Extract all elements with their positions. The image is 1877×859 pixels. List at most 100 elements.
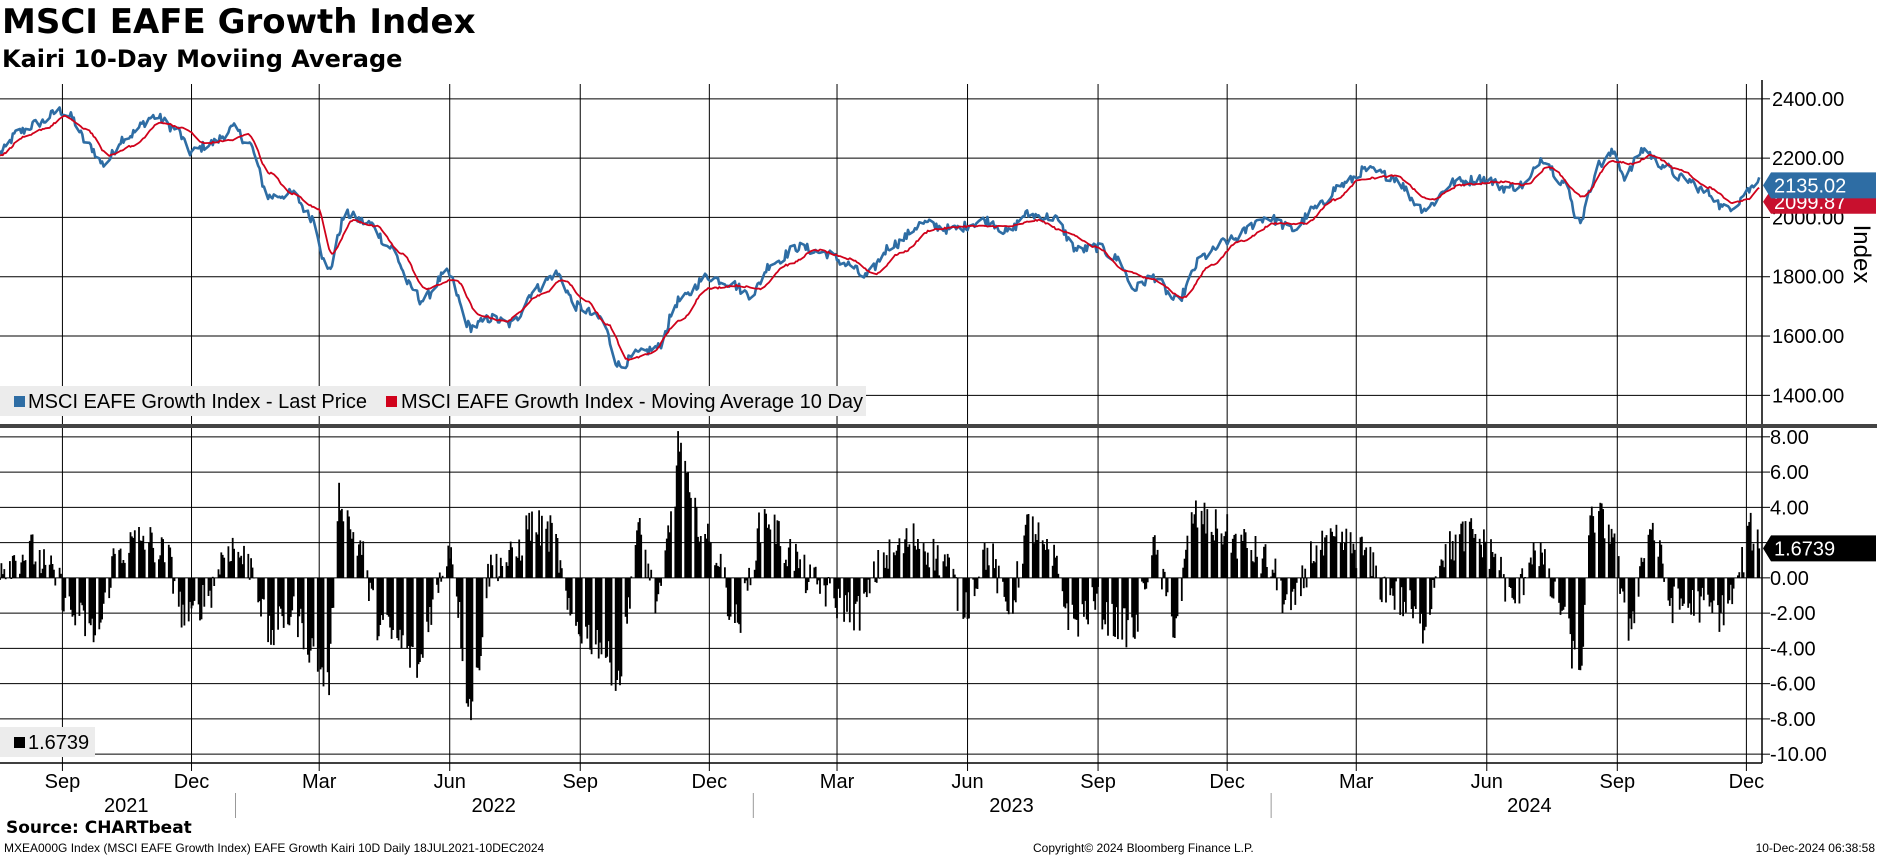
kairi-bar [824,577,827,607]
kairi-bar [1074,577,1077,620]
kairi-bar [297,577,299,638]
kairi-bar [1657,556,1660,578]
kairi-bar [668,532,671,578]
kairi-bar [497,577,499,582]
footer-description: MXEA000G Index (MSCI EAFE Growth Index) … [4,841,545,855]
kairi-bar [1571,577,1573,669]
kairi-bar [60,573,62,578]
kairi-bar [64,577,67,598]
kairi-bar [480,577,482,656]
kairi-bar [768,524,770,578]
kairi-bar [72,577,75,616]
legend-swatch-last-price [14,396,25,407]
kairi-bar [1473,537,1475,578]
kairi-bar [1266,567,1268,578]
kairi-bar [963,577,966,618]
kairi-bar [1319,549,1322,578]
kairi-bar [183,577,186,626]
kairi-bar [491,565,494,578]
kairi-bar [614,577,617,691]
kairi-bar [1264,544,1267,578]
kairi-bar [1643,558,1646,578]
kairi-bar [440,577,443,582]
kairi-bar [1464,521,1467,578]
kairi-bar [888,539,891,578]
kairi-bar [1659,540,1661,578]
kairi-bar [509,541,512,578]
kairi-bar [529,540,532,578]
kairi-bar [804,577,807,594]
kairi-bar [238,557,241,578]
kairi-bar [634,545,637,578]
kairi-bar [253,577,255,579]
kairi-bar [162,539,164,578]
kairi-bar [1528,562,1531,578]
kairi-bar [182,577,184,605]
x-tick-label: Sep [1080,771,1116,793]
kairi-bar [241,564,244,578]
kairi-bar [390,577,393,639]
kairi-bar [70,577,72,610]
kairi-bar [1016,561,1019,578]
kairi-bar [560,568,563,578]
kairi-bar [1285,577,1288,595]
kairi-bar [648,577,651,581]
kairi-bar [1291,577,1294,592]
kairi-bar [292,577,295,597]
kairi-bar [1315,545,1318,578]
kairi-bar [677,431,679,578]
kairi-bar [1721,577,1724,596]
kairi-bar [1162,568,1165,578]
kairi-bar [660,577,662,586]
kairi-bar [976,577,979,589]
kairi-bar [655,577,658,602]
kairi-bar [389,577,391,628]
kairi-bar [549,515,552,578]
kairi-bar [596,577,599,630]
kairi-bar [251,567,254,578]
kairi-bar [1729,577,1732,585]
kairi-bar [1125,577,1128,648]
kairi-bar [680,442,682,578]
kairi-bar [43,549,45,578]
kairi-bar [407,577,410,646]
kairi-bar [1136,577,1139,632]
kairi-bar [729,577,732,617]
kairi-bar [1173,577,1176,638]
source-note: Source: CHARTbeat [6,818,192,838]
kairi-bar [914,545,916,578]
kairi-bar [725,577,728,588]
kairi-bar [1708,577,1711,607]
kairi-bar [1639,566,1641,578]
kairi-bar [902,553,905,578]
kairi-bar [1722,577,1725,626]
kairi-bar [308,577,311,663]
kairi-bar [674,506,677,578]
kairi-bar [101,577,103,620]
kairi-bar [396,577,399,638]
kairi-bar [260,577,262,617]
kairi-bar [797,568,800,578]
kairi-bar [778,521,780,578]
kairi-bar [551,522,553,578]
kairi-value-tag-bg [1763,535,1876,562]
kairi-bar [837,577,840,589]
kairi-bar [945,566,948,578]
kairi-bar [211,576,214,578]
kairi-bar [1538,566,1541,578]
kairi-bar [409,577,411,668]
kairi-bar [112,548,115,578]
kairi-bar [1294,577,1297,605]
kairi-bar [1710,577,1712,603]
last-price-tag: 2135.02 [1774,175,1846,197]
kairi-bar [1153,535,1156,578]
kairi-bar [352,532,355,578]
kairi-bar [382,577,384,620]
kairi-bar [1,574,4,578]
kairi-bar [372,577,374,591]
kairi-bar [1075,577,1078,620]
legend-label-moving-average: MSCI EAFE Growth Index - Moving Average … [401,391,863,413]
kairi-bar [34,561,37,578]
kairi-bar [626,577,628,624]
kairi-bar [139,540,142,578]
